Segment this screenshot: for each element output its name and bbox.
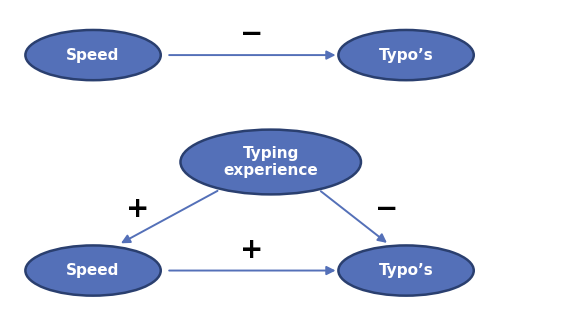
Text: Typo’s: Typo’s [378,48,434,63]
Text: +: + [126,195,150,223]
Text: Typing
experience: Typing experience [223,146,318,178]
Ellipse shape [25,30,161,80]
Ellipse shape [338,30,474,80]
Ellipse shape [338,246,474,295]
Text: −: − [240,20,264,48]
Text: Speed: Speed [67,263,120,278]
Text: Typo’s: Typo’s [378,263,434,278]
Ellipse shape [25,246,161,295]
Ellipse shape [180,130,361,194]
Text: Speed: Speed [67,48,120,63]
Text: +: + [240,236,264,264]
Text: −: − [374,195,398,223]
